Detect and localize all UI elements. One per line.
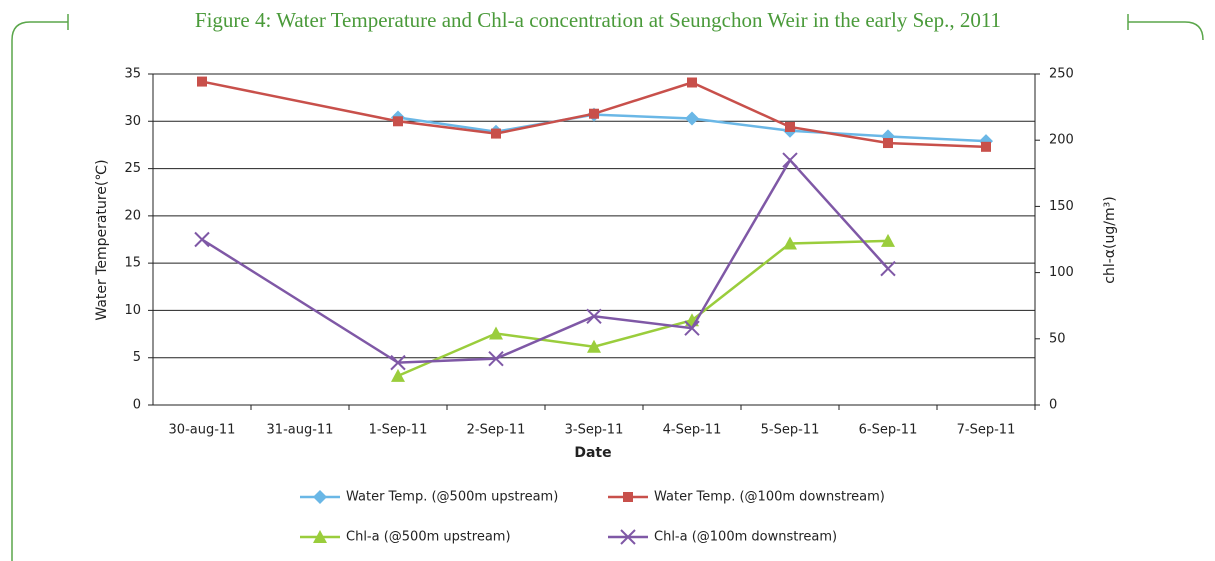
legend-label: Chl-a (@500m upstream) xyxy=(346,530,511,545)
x-tick-label: 2-Sep-11 xyxy=(467,423,526,438)
legend-marker xyxy=(623,492,633,502)
data-point xyxy=(782,152,798,168)
legend-label: Water Temp. (@500m upstream) xyxy=(346,490,558,505)
data-point xyxy=(393,116,403,127)
data-point xyxy=(589,108,599,119)
y-tick-label: 10 xyxy=(124,303,141,318)
y2-axis-label: chl-α(ug/m³) xyxy=(1102,196,1118,283)
legend-label: Water Temp. (@100m downstream) xyxy=(654,490,885,505)
y2-tick-label: 200 xyxy=(1049,133,1074,148)
data-point xyxy=(883,138,893,149)
series-line xyxy=(201,157,889,364)
x-tick-label: 1-Sep-11 xyxy=(369,423,428,438)
x-tick-label: 30-aug-11 xyxy=(169,423,236,438)
y-tick-label: 5 xyxy=(133,350,141,365)
data-point xyxy=(587,339,601,353)
y-tick-label: 0 xyxy=(133,398,141,413)
data-point xyxy=(489,326,503,340)
data-point xyxy=(586,308,602,324)
data-point xyxy=(981,141,991,152)
frame xyxy=(11,14,1204,561)
x-tick-label: 7-Sep-11 xyxy=(957,423,1016,438)
x-axis-label: Date xyxy=(574,445,611,461)
y-tick-label: 25 xyxy=(124,161,141,176)
data-point xyxy=(783,236,797,250)
data-point xyxy=(488,350,504,367)
y-tick-label: 20 xyxy=(124,208,141,223)
legend-label: Chl-a (@100m downstream) xyxy=(654,530,837,545)
data-point xyxy=(391,368,405,382)
legend-marker xyxy=(620,529,636,545)
legend-marker xyxy=(313,490,327,504)
y-tick-label: 35 xyxy=(124,67,141,82)
series-line xyxy=(201,80,987,149)
y-axis-label: Water Temperature(℃) xyxy=(94,159,110,320)
series-line xyxy=(397,239,889,378)
x-tick-label: 6-Sep-11 xyxy=(859,423,918,438)
data-point xyxy=(685,111,699,126)
x-tick-label: 5-Sep-11 xyxy=(761,423,820,438)
y-tick-label: 30 xyxy=(124,114,141,129)
data-point xyxy=(880,260,896,277)
chart-title: Figure 4: Water Temperature and Chl-a co… xyxy=(195,8,1001,32)
data-point xyxy=(881,233,895,247)
y2-tick-label: 250 xyxy=(1049,67,1074,82)
data-point xyxy=(194,231,210,248)
data-point xyxy=(491,128,501,139)
y2-tick-label: 0 xyxy=(1049,398,1057,413)
y2-tick-label: 50 xyxy=(1049,331,1066,346)
y-tick-label: 15 xyxy=(124,256,141,271)
y2-tick-label: 100 xyxy=(1049,265,1074,280)
y2-tick-label: 150 xyxy=(1049,199,1074,214)
data-point xyxy=(390,354,406,371)
x-tick-label: 4-Sep-11 xyxy=(663,423,722,438)
data-point xyxy=(785,121,795,132)
data-point xyxy=(684,320,700,336)
x-tick-label: 3-Sep-11 xyxy=(565,423,624,438)
data-point xyxy=(687,77,697,88)
legend-marker xyxy=(313,530,327,543)
data-point xyxy=(197,76,207,87)
x-tick-label: 31-aug-11 xyxy=(267,423,334,438)
